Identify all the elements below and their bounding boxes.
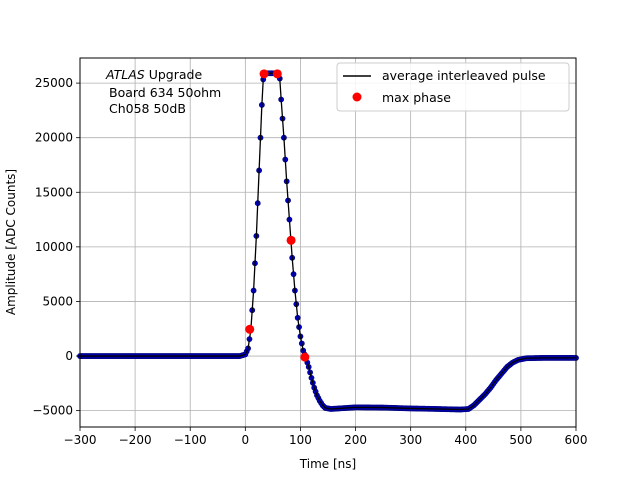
legend: average interleaved pulse max phase	[336, 62, 570, 112]
legend-marker-swatch	[352, 92, 362, 102]
y-axis-label: Amplitude [ADC Counts]	[4, 169, 18, 315]
x-axis-ticks: −300 −200 −100 0 100 200 300 400 500 600	[64, 427, 588, 447]
average-pulse-line	[80, 72, 576, 411]
max-phase-point	[259, 69, 269, 79]
y-axis-ticks: −5000 0 5000 10000 15000 20000 25000	[32, 76, 80, 418]
y-tick-label: 15000	[35, 185, 73, 199]
axes-frame	[79, 57, 577, 428]
legend-label-average: average interleaved pulse	[382, 68, 546, 83]
x-tick-label: 200	[344, 433, 367, 447]
max-phase-point	[286, 235, 296, 245]
annotation-atlas: ATLAS	[105, 67, 145, 82]
plot-content	[77, 69, 579, 413]
x-tick-label: −200	[119, 433, 152, 447]
x-axis-label: Time [ns]	[299, 457, 356, 471]
annotation-line-3: Ch058 50dB	[109, 101, 186, 116]
x-tick-label: 500	[509, 433, 532, 447]
atlas-annotation: ATLAS Upgrade Board 634 50ohm Ch058 50dB	[105, 67, 221, 116]
y-tick-label: −5000	[32, 404, 73, 418]
x-tick-label: −300	[64, 433, 97, 447]
y-tick-label: 20000	[35, 131, 73, 145]
x-tick-label: 600	[565, 433, 588, 447]
max-phase-point	[245, 324, 255, 334]
y-tick-label: 25000	[35, 76, 73, 90]
legend-label-max-phase: max phase	[382, 90, 451, 105]
x-tick-label: −100	[174, 433, 207, 447]
y-tick-label: 0	[65, 349, 73, 363]
annotation-line-1: ATLAS Upgrade	[105, 67, 202, 82]
annotation-line-2: Board 634 50ohm	[109, 85, 221, 100]
annotation-upgrade: Upgrade	[145, 67, 203, 82]
x-tick-label: 300	[399, 433, 422, 447]
legend-box	[336, 62, 570, 112]
x-tick-label: 100	[289, 433, 312, 447]
y-tick-label: 10000	[35, 240, 73, 254]
max-phase-point	[272, 69, 282, 79]
x-tick-label: 400	[454, 433, 477, 447]
y-tick-label: 5000	[42, 294, 73, 308]
x-tick-label: 0	[242, 433, 250, 447]
max-phase-point	[300, 352, 310, 362]
